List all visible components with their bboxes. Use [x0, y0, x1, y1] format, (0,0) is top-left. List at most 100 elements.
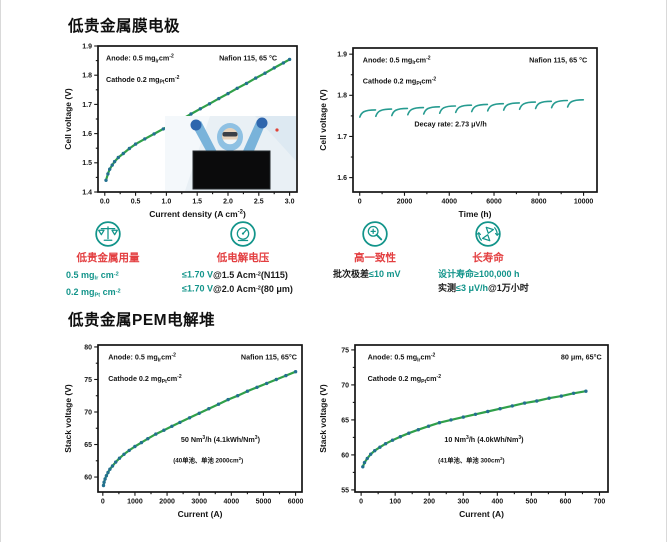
data-marker	[522, 401, 527, 405]
data-marker	[407, 431, 411, 435]
feature-line: 0.5 mgIr cm-2	[66, 269, 119, 281]
window-edge-left	[0, 0, 1, 542]
voltage-gauge-icon	[228, 219, 258, 249]
data-marker	[146, 437, 150, 441]
raised-arm-left	[193, 121, 217, 158]
annotation: 10 Nm3/h (4.0kWh/Nm3)	[444, 435, 524, 444]
svg-text:70: 70	[84, 409, 92, 416]
data-marker	[104, 474, 109, 478]
data-marker	[152, 132, 156, 136]
data-marker	[110, 464, 115, 468]
data-marker	[133, 444, 137, 449]
svg-text:500: 500	[526, 499, 538, 506]
data-marker	[117, 456, 122, 460]
annotation: Cathode 0.2 mgPtcm-2	[363, 76, 437, 87]
svg-text:55: 55	[341, 487, 349, 494]
glove-left	[190, 119, 202, 131]
feature-line: 批次极差≤10 mV	[333, 269, 401, 279]
data-marker	[106, 470, 110, 475]
svg-text:75: 75	[341, 347, 349, 354]
hourglass-cycle-icon	[473, 219, 503, 249]
svg-text:60: 60	[341, 452, 349, 459]
svg-text:1.5: 1.5	[82, 160, 92, 167]
data-marker	[369, 452, 373, 456]
data-marker	[235, 86, 239, 90]
data-marker	[547, 396, 551, 400]
svg-text:1.9: 1.9	[337, 52, 347, 59]
cycle-segment	[534, 100, 553, 110]
data-marker	[108, 167, 112, 171]
svg-text:1.0: 1.0	[162, 199, 172, 206]
cycle-segment	[422, 106, 441, 115]
magnifier-icon	[360, 219, 390, 249]
data-marker	[383, 442, 388, 446]
data-marker	[390, 438, 395, 442]
annotation: Anode: 0.5 mgIrcm-2	[108, 353, 176, 364]
data-marker	[217, 96, 221, 101]
cycle-segment	[359, 109, 377, 118]
stack-10-plot: 0 100 200 300 400 500 600 700 55 60 65 70 75 Current …	[318, 344, 609, 519]
y-axis-label: Cell voltage (V)	[63, 88, 73, 150]
data-marker	[226, 397, 230, 402]
data-marker	[255, 385, 259, 389]
data-marker	[102, 480, 106, 484]
svg-text:0: 0	[101, 499, 105, 506]
annotation: Cathode 0.2 mgPtcm-2	[368, 374, 442, 385]
data-marker	[198, 107, 202, 111]
feature-label: 低电解电压	[216, 252, 270, 264]
cycle-segment	[375, 108, 393, 118]
cycle-segment	[470, 103, 489, 113]
data-marker	[287, 57, 292, 62]
x-axis-label: Current (A)	[178, 509, 223, 519]
data-marker	[108, 467, 112, 471]
annotation: Decay rate: 2.73 μV/h	[414, 120, 486, 129]
chart-stack-50nm3: 0 1000 2000 3000 4000 5000 6000 60 65 70 75 80 Curre…	[60, 336, 312, 536]
membrane-durability-plot: 0 2000 4000 6000 8000 10000 1.6 1.7 1.8 1.9 Time (…	[318, 47, 598, 219]
annotation: Nafion 115, 65 °C	[219, 54, 277, 63]
feature-3: 高一致性 批次极差≤10 mV	[325, 219, 425, 282]
data-marker	[127, 448, 131, 453]
svg-text:70: 70	[341, 382, 349, 389]
svg-text:60: 60	[84, 474, 92, 481]
section-title-membrane: 低贵金属膜电极	[68, 18, 181, 35]
feature-line: ≤1.70 V@1.5 Acm-2(N115)	[182, 269, 288, 280]
data-marker	[398, 435, 402, 439]
svg-text:1000: 1000	[127, 499, 143, 506]
svg-text:0.0: 0.0	[100, 199, 110, 206]
annotation: Cathode 0.2 mgPtcm-2	[106, 75, 180, 86]
data-marker	[571, 391, 576, 395]
balance-scale-icon	[93, 219, 123, 249]
series-line	[361, 390, 587, 468]
data-marker	[274, 377, 278, 382]
data-marker	[127, 146, 132, 151]
cycle-segment	[550, 99, 569, 109]
data-marker	[284, 373, 288, 378]
data-marker	[121, 151, 125, 156]
svg-text:10000: 10000	[574, 199, 594, 206]
data-marker	[449, 418, 453, 422]
data-marker	[101, 483, 106, 488]
feature-line: ≤1.70 V@2.0 Acm-2(80 μm)	[182, 283, 293, 294]
svg-text:400: 400	[491, 499, 503, 506]
feature-1: 低贵金属用量 0.5 mgIr cm-2 0.2 mgPt cm-2	[58, 219, 158, 303]
svg-text:0.5: 0.5	[131, 199, 141, 206]
annotation: Cathode 0.2 mgPtcm-2	[108, 374, 182, 385]
data-marker	[373, 449, 377, 453]
feature-label: 长寿命	[472, 252, 504, 264]
feature-2: 低电解电压 ≤1.70 V@1.5 Acm-2(N115) ≤1.70 V@2.0 …	[170, 219, 316, 296]
x-axis-label: Time (h)	[459, 209, 492, 219]
data-marker	[178, 420, 182, 425]
data-marker	[154, 432, 158, 436]
data-marker	[362, 460, 367, 465]
svg-text:3000: 3000	[191, 499, 207, 506]
data-marker	[510, 404, 514, 408]
data-marker	[559, 394, 563, 398]
svg-text:1.4: 1.4	[82, 189, 92, 196]
cycle-segment	[407, 106, 425, 116]
stack-50-plot: 0 1000 2000 3000 4000 5000 6000 60 65 70 75 80 Curre…	[63, 344, 303, 519]
svg-text:1.7: 1.7	[337, 134, 347, 141]
annotation: (41单池、单池 300cm2)	[438, 456, 505, 465]
raised-arm-right	[243, 120, 265, 158]
annotation: Anode: 0.5 mgIrcm-2	[368, 353, 436, 364]
